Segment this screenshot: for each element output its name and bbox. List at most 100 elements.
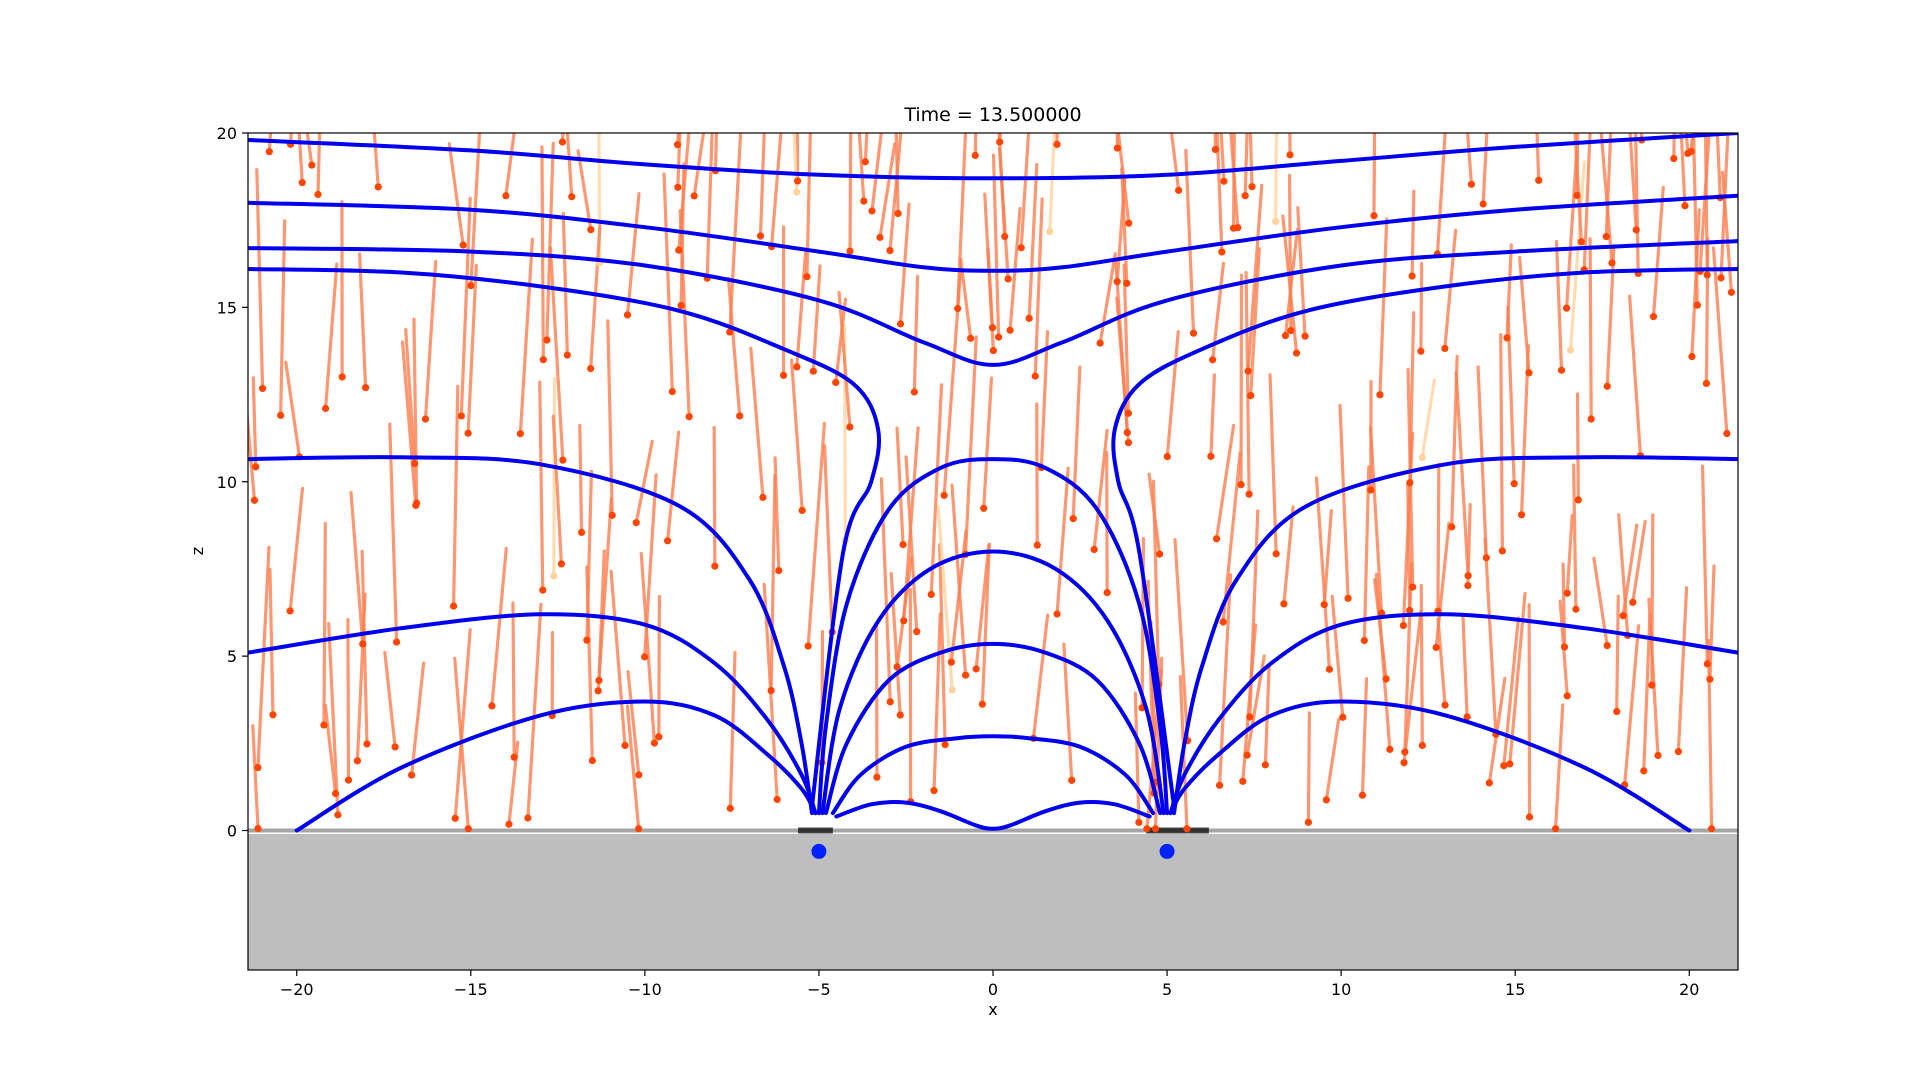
particle-trail [1306,711,1312,824]
particle-trail [1692,133,1699,307]
particle [632,519,640,527]
field-line [248,193,1738,273]
particle-trail [997,147,1010,281]
particle-trail [526,602,543,820]
particle [798,506,806,515]
particle [338,373,346,381]
particle-trail [1461,615,1469,719]
particle [1399,621,1407,630]
particle-trail [1402,609,1423,765]
particle-trail [1419,262,1424,353]
particle [1517,511,1526,519]
particle [773,795,781,804]
field-line [834,800,1152,831]
particle-trail [1588,237,1593,421]
particle-trail [540,145,545,362]
particle-trail [548,246,565,462]
particle [1156,550,1164,558]
particle [1189,329,1198,337]
particle [1211,145,1220,154]
particle [558,138,567,146]
particle [1261,761,1269,769]
particle-trail [1249,247,1261,398]
particle-trail [1338,403,1350,600]
particle [524,814,532,822]
particle-trail [878,142,897,239]
particle [320,721,328,729]
particle [1577,238,1585,246]
particle [392,638,401,646]
particle [1124,409,1132,417]
particle-trail [268,567,275,717]
particle [1498,547,1506,555]
x-tick-label: −20 [280,980,314,999]
particle-trail [1572,463,1578,611]
field-line [816,457,1170,816]
particle-trail [1420,378,1437,460]
particle-trail [712,425,717,568]
particle-trail [1314,476,1332,671]
particle-trail [1715,133,1722,200]
field-line [830,734,1156,816]
particle [1406,479,1414,487]
particle-trail [383,650,397,749]
particle-trail [932,612,942,793]
particle-trail [665,430,681,543]
particle-trail [251,724,260,831]
particle [1464,581,1472,590]
particle-trail [412,317,419,505]
particle [996,138,1004,146]
particle-trail [726,276,742,418]
particle [286,607,294,615]
particle [779,371,788,379]
particle-trail [423,259,438,421]
particle [1006,326,1014,334]
particle [1301,332,1309,340]
particle [1382,675,1390,683]
particle-trail [973,133,978,158]
particle [803,273,811,281]
particle [685,413,693,421]
particle [1629,598,1637,606]
particle-trail [713,133,719,173]
particle-trail [297,133,304,185]
particle-trail [1706,638,1714,831]
particle-trail [1055,466,1070,616]
particle [313,125,320,132]
particle-trail [565,133,574,199]
particle [1248,183,1256,191]
particle-trail [626,670,641,777]
particle-trail [256,545,271,770]
particle [1654,751,1662,760]
particle [608,511,616,519]
particle-trail [1684,133,1690,156]
particle [1448,523,1456,531]
particle-trail [355,592,367,763]
particle-trail [1244,270,1251,496]
particle [886,698,894,706]
particle [947,658,955,666]
field-line [248,267,882,809]
particle [277,411,285,419]
particle-trail [1033,197,1044,378]
particle [793,188,801,196]
particle [559,456,567,464]
particle [1358,791,1367,799]
particle [421,415,430,423]
particle-trail [1575,392,1580,502]
particle [1025,314,1033,322]
particle-trail [1554,239,1564,372]
particle-trail [447,142,465,247]
particle [1046,228,1054,236]
particle-trail [1483,537,1498,736]
particle [1281,332,1290,340]
particle [265,148,273,156]
field-line [248,239,1738,367]
particle-trail [1248,133,1254,189]
particle-trail [1378,217,1389,397]
particle-trail [1582,133,1592,272]
particle-trail [895,426,905,547]
particle [331,789,340,798]
particle-trail [980,542,991,706]
particle-trail [609,569,627,748]
